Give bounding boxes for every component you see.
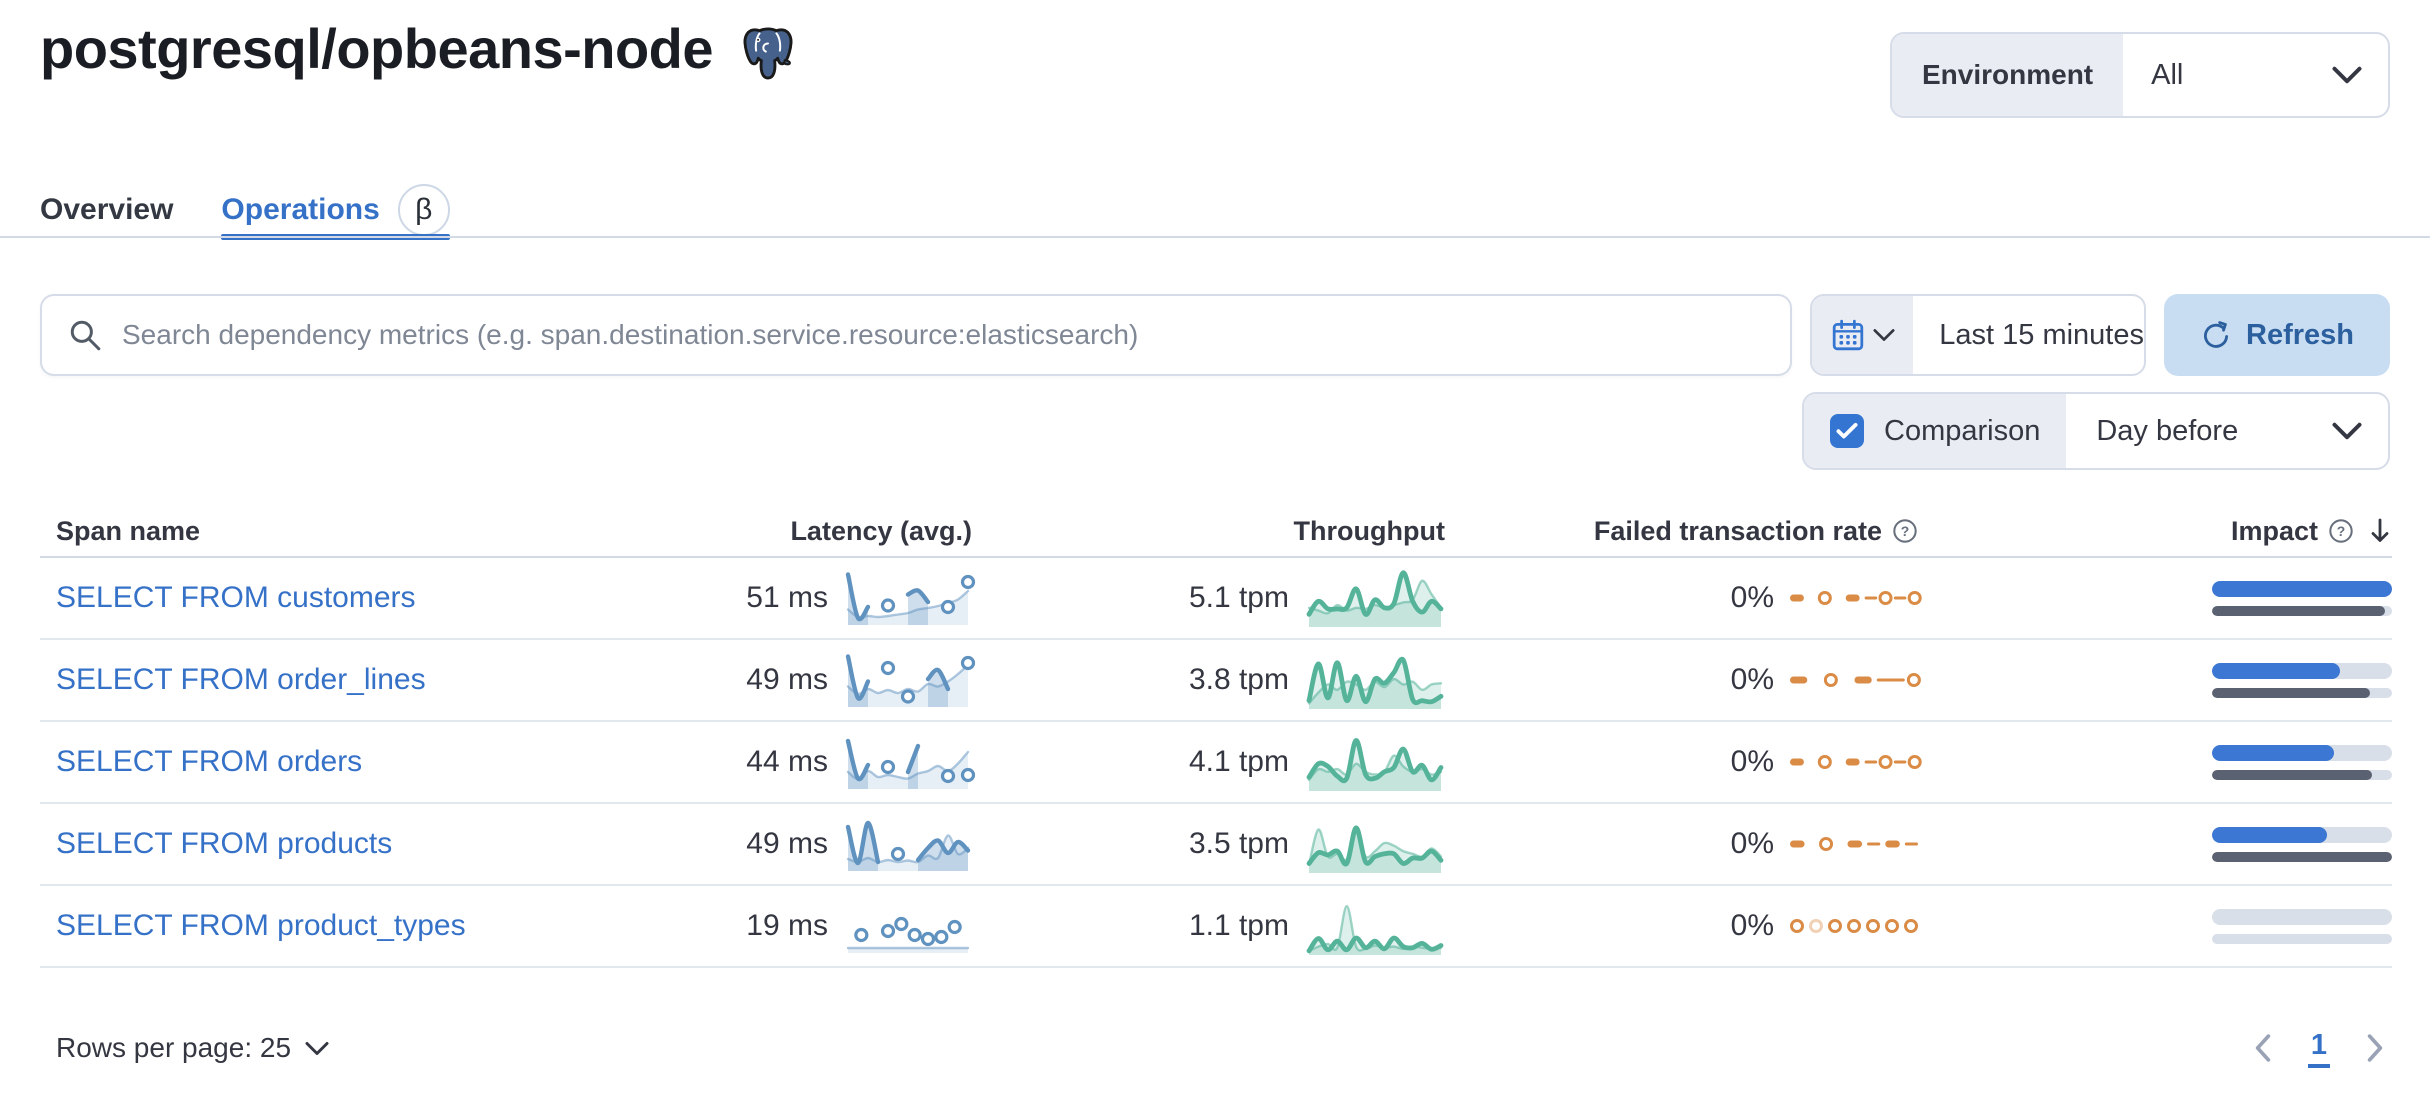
failed-rate-sparkline [1790,673,1921,687]
column-header-failed-rate[interactable]: Failed transaction rate ? [1445,516,1918,547]
failed-rate-value: 0% [1730,581,1774,614]
column-header-latency[interactable]: Latency (avg.) [790,515,972,546]
page-header: postgresql/opbeans-node [40,16,795,81]
tab-overview[interactable]: Overview [40,193,174,226]
date-picker: Last 15 minutes [1810,294,2146,376]
failed-rate-value: 0% [1730,745,1774,778]
column-header-span-name[interactable]: Span name [56,515,201,546]
column-header-impact[interactable]: Impact ? [1918,516,2392,547]
failed-rate-sparkline [1790,591,1922,605]
svg-text:?: ? [1901,523,1910,539]
rows-per-page-button[interactable]: Rows per page: 25 [56,1032,329,1064]
time-range-button[interactable]: Last 15 minutes [1939,318,2144,351]
latency-value: 51 ms [746,581,828,614]
calendar-icon [1832,319,1863,351]
impact-bars [2212,744,2392,780]
date-picker-menu-button[interactable] [1812,296,1914,374]
throughput-value: 5.1 tpm [1188,581,1289,614]
failed-rate-sparkline [1790,919,1918,933]
table-body: SELECT FROM customers 51 ms 5.1 tpm 0% S… [40,558,2392,968]
chevron-down-icon [2332,66,2362,84]
failed-rate-sparkline [1790,837,1918,851]
chevron-down-icon [305,1041,329,1055]
info-icon: ? [1893,519,1917,543]
failed-rate-value: 0% [1730,909,1774,942]
page-number-1[interactable]: 1 [2307,1029,2330,1068]
column-header-throughput[interactable]: Throughput [1293,515,1445,546]
span-name-link[interactable]: SELECT FROM orders [56,745,363,778]
table-row: SELECT FROM customers 51 ms 5.1 tpm 0% [40,558,2392,640]
impact-bars [2212,908,2392,944]
impact-bars [2212,826,2392,862]
sort-desc-icon [2371,518,2389,542]
latency-sparkline [845,572,976,625]
throughput-value: 3.8 tpm [1188,663,1289,696]
comparison-control: Comparison Day before [1802,392,2390,470]
latency-sparkline [845,654,976,707]
table-footer: Rows per page: 25 1 [56,1012,2384,1084]
search-icon [70,320,101,351]
span-name-link[interactable]: SELECT FROM products [56,827,393,860]
chevron-down-icon [2332,422,2362,440]
failed-rate-value: 0% [1730,827,1774,860]
environment-select[interactable]: Environment All [1890,32,2390,118]
table-row: SELECT FROM orders 44 ms 4.1 tpm 0% [40,722,2392,804]
table-row: SELECT FROM products 49 ms 3.5 tpm 0% [40,804,2392,886]
tab-operations[interactable]: Operations β [221,184,451,240]
failed-rate-sparkline [1790,755,1922,769]
operations-table: Span name Latency (avg.) Throughput Fail… [40,506,2392,968]
tabs-divider [0,236,2430,238]
impact-bars [2212,580,2392,616]
latency-value: 49 ms [746,827,828,860]
previous-page-icon[interactable] [2254,1034,2272,1062]
refresh-icon [2204,321,2228,348]
search-bar [40,294,1792,376]
search-input[interactable] [122,296,1790,374]
throughput-sparkline [1306,656,1444,709]
check-icon [1836,422,1858,439]
throughput-value: 4.1 tpm [1188,745,1289,778]
comparison-label: Comparison [1884,414,2041,447]
next-page-icon[interactable] [2366,1034,2384,1062]
info-icon: ? [2329,519,2353,543]
tab-bar: Overview Operations β [40,184,451,240]
comparison-toggle[interactable]: Comparison [1804,394,2067,468]
latency-value: 19 ms [746,909,828,942]
postgresql-icon [743,26,793,79]
latency-value: 44 ms [746,745,828,778]
svg-text:?: ? [2337,523,2346,539]
impact-bars [2212,662,2392,698]
comparison-checkbox[interactable] [1830,414,1864,448]
table-row: SELECT FROM order_lines 49 ms 3.8 tpm 0% [40,640,2392,722]
environment-value[interactable]: All [2123,34,2388,116]
failed-rate-value: 0% [1730,663,1774,696]
latency-sparkline [846,916,970,953]
latency-sparkline [845,820,971,871]
span-name-link[interactable]: SELECT FROM customers [56,581,416,614]
chevron-down-icon [1873,329,1895,341]
latency-sparkline [845,738,976,789]
environment-label: Environment [1892,34,2124,116]
throughput-sparkline [1306,904,1444,955]
throughput-sparkline [1306,738,1444,791]
throughput-value: 3.5 tpm [1188,827,1289,860]
table-row: SELECT FROM product_types 19 ms 1.1 tpm … [40,886,2392,968]
throughput-sparkline [1306,570,1444,627]
beta-badge: β [397,184,450,236]
refresh-button[interactable]: Refresh [2164,294,2390,376]
comparison-select[interactable]: Day before [2066,394,2388,468]
table-header: Span name Latency (avg.) Throughput Fail… [40,506,2392,558]
throughput-value: 1.1 tpm [1188,909,1289,942]
pagination: 1 [2254,1029,2384,1068]
page-title: postgresql/opbeans-node [40,17,714,80]
throughput-sparkline [1306,825,1444,873]
span-name-link[interactable]: SELECT FROM order_lines [56,663,426,696]
latency-value: 49 ms [746,663,828,696]
span-name-link[interactable]: SELECT FROM product_types [56,909,466,942]
